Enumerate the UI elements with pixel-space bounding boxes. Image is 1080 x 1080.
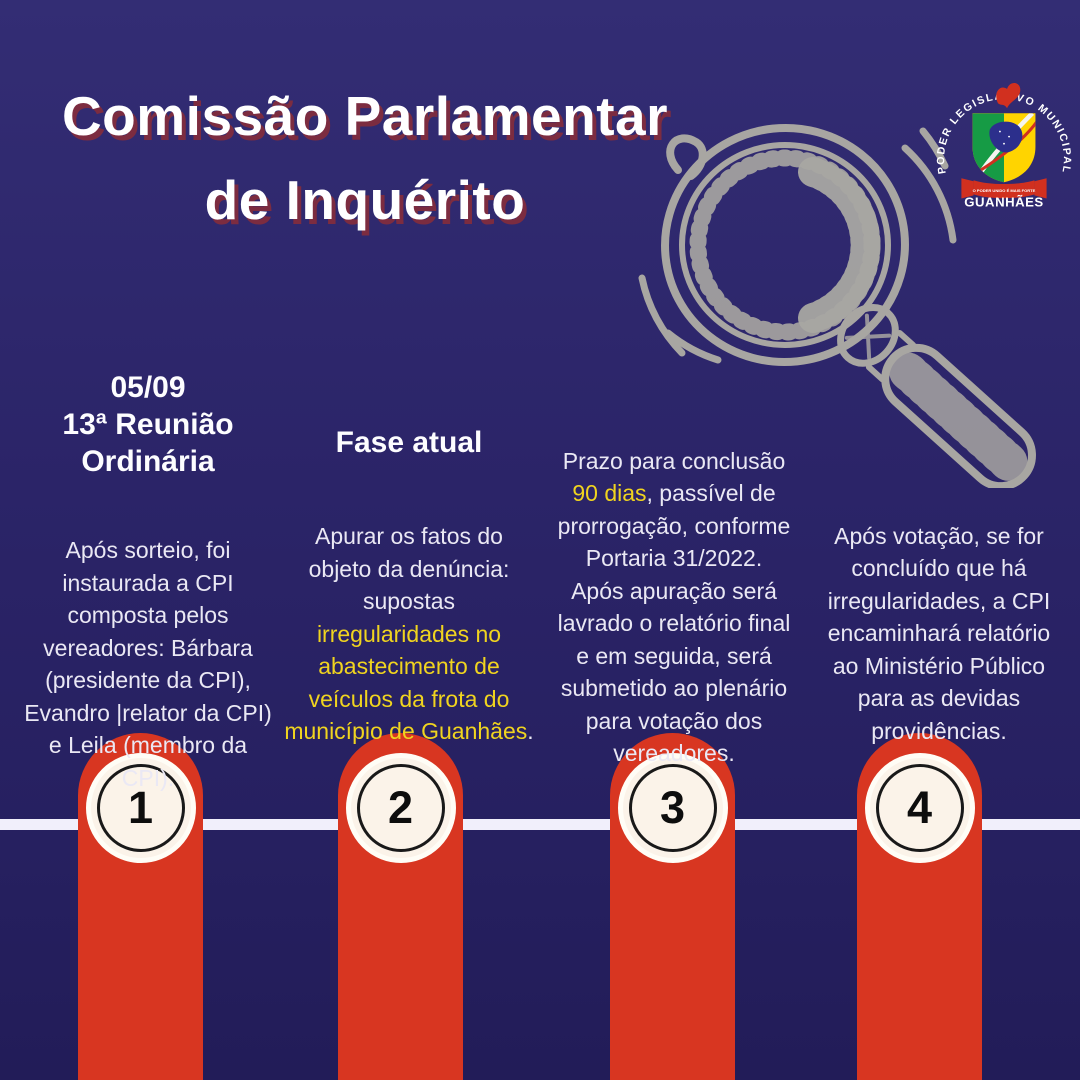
page-title: Comissão Parlamentar de Inquérito [61, 85, 669, 231]
step-2-heading: Fase atual [335, 425, 483, 459]
crest-brazil-map [989, 121, 1023, 153]
step-circle-2: 2 [345, 753, 456, 863]
step-1-heading: 05/09 13ª Reunião Ordinária [62, 370, 234, 478]
step-number-3: 3 [659, 782, 686, 833]
step-number-2: 2 [387, 782, 414, 833]
step-2-column: Fase atual Apurar os fatos do objeto da … [276, 391, 542, 780]
crest-ribbon [973, 180, 1035, 199]
step-4-body: Após votação, se for concluído que há ir… [827, 522, 1051, 744]
step-circle-ring [356, 764, 445, 852]
step-1-body: Após sorteio, foi instaurada a CPI compo… [24, 537, 272, 791]
step-3-body: Prazo para conclusão 90 dias, passível d… [557, 447, 791, 767]
step-1-column: 05/09 13ª Reunião Ordinária Após sorteio… [22, 336, 274, 827]
step-4-column: Após votação, se for concluído que há ir… [804, 487, 1074, 780]
step-2-body: Apurar os fatos do objeto da denúncia: s… [284, 523, 534, 745]
crest-bird-icon [996, 83, 1021, 109]
step-number-1: 1 [127, 782, 154, 833]
step-3-column: Prazo para conclusão 90 dias, passível d… [538, 412, 810, 802]
timeline-marker-2: 2 [338, 733, 463, 1080]
timeline-marker-3: 3 [610, 733, 735, 1080]
step-circle-1: 1 [85, 753, 196, 863]
timeline-line [0, 819, 1080, 830]
timeline-marker-4: 4 [857, 733, 982, 1080]
step-2-highlight: irregularidades no abastecimento de veíc… [284, 620, 528, 745]
step-circle-3: 3 [617, 753, 728, 863]
step-circle-ring [96, 764, 185, 852]
magnifying-glass-illustration [638, 123, 1036, 488]
crest-motto: O PODER UNIDO É MAIS FORTE [973, 188, 1036, 193]
step-circle-ring [875, 764, 964, 852]
timeline-marker-1: 1 [78, 733, 203, 1080]
step-circle-ring [628, 764, 717, 852]
crest-city-name: GUANHÃES [964, 195, 1043, 208]
step-number-4: 4 [906, 782, 933, 833]
step-circle-4: 4 [864, 753, 975, 863]
step-3-highlight: 90 dias [572, 480, 647, 506]
municipal-crest-logo: PODER LEGISLATIVO MUNICIPAL O PODER UNID… [935, 83, 1071, 208]
